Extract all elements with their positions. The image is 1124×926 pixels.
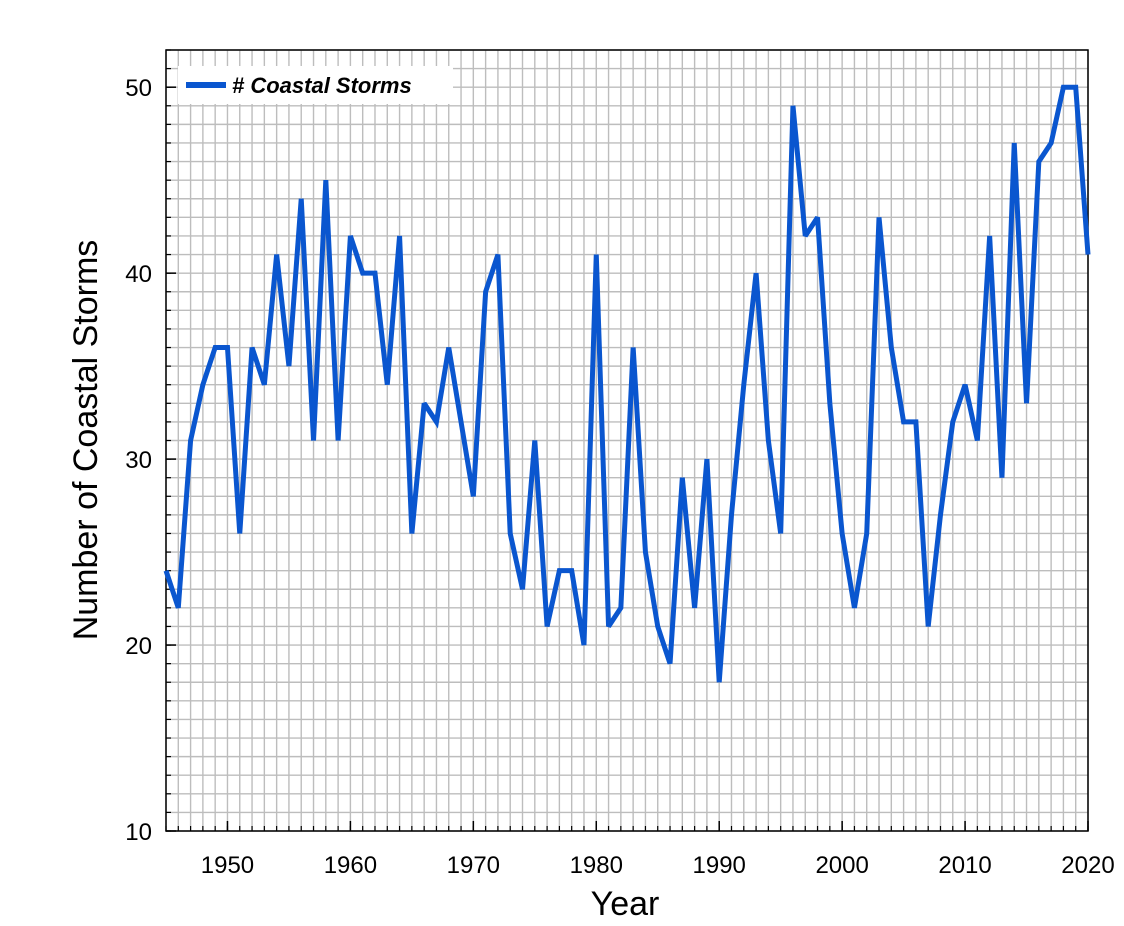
x-tick-label: 1970 [447, 852, 500, 879]
data-point [680, 476, 684, 480]
series-line [163, 84, 1091, 683]
legend: # Coastal Storms [178, 66, 453, 104]
x-tick-label: 1960 [324, 852, 377, 879]
data-point [828, 401, 832, 405]
data-point [213, 346, 217, 350]
data-point [201, 383, 205, 387]
data-point [766, 439, 770, 443]
data-point [840, 531, 844, 535]
data-point [262, 383, 266, 387]
data-point [324, 178, 328, 182]
y-axis-title: Number of Coastal Storms [67, 240, 105, 641]
data-point [926, 624, 930, 628]
data-point [963, 383, 967, 387]
data-point [951, 420, 955, 424]
x-tick-label: 1990 [693, 852, 746, 879]
y-tick-label: 40 [125, 261, 152, 288]
data-point [975, 439, 979, 443]
data-point [791, 104, 795, 108]
data-point [570, 569, 574, 573]
data-point [348, 234, 352, 238]
data-point [877, 215, 881, 219]
x-tick-label: 2000 [815, 852, 868, 879]
data-point [484, 290, 488, 294]
data-point [225, 346, 229, 350]
data-point [1000, 476, 1004, 480]
data-point [521, 587, 525, 591]
data-point [1037, 160, 1041, 164]
x-tick-label: 2010 [938, 852, 991, 879]
data-point [1025, 401, 1029, 405]
data-point [902, 420, 906, 424]
data-point [693, 606, 697, 610]
data-point [410, 531, 414, 535]
data-point [398, 234, 402, 238]
data-point [594, 253, 598, 257]
data-point [1074, 85, 1078, 89]
data-point [361, 271, 365, 275]
y-tick-label: 30 [125, 447, 152, 474]
data-point [668, 662, 672, 666]
data-point [1049, 141, 1053, 145]
tick-labels: 1950 1960 1970 1980 1990 2000 2010 2020 10 20 30 40… [125, 75, 1114, 879]
data-point [250, 346, 254, 350]
data-point [533, 439, 537, 443]
data-point [852, 606, 856, 610]
y-tick-label: 50 [125, 75, 152, 102]
data-point [742, 383, 746, 387]
x-tick-label: 1950 [201, 852, 254, 879]
y-tick-label: 10 [125, 819, 152, 846]
data-point [729, 513, 733, 517]
data-point [988, 234, 992, 238]
data-point [312, 439, 316, 443]
data-point [816, 215, 820, 219]
data-point [938, 513, 942, 517]
tick-marks [165, 49, 1089, 832]
legend-label: # Coastal Storms [232, 73, 412, 98]
y-tick-label: 20 [125, 633, 152, 660]
x-tick-label: 1980 [570, 852, 623, 879]
data-point [422, 401, 426, 405]
data-point [889, 346, 893, 350]
data-point [631, 346, 635, 350]
data-point [705, 457, 709, 461]
data-point [164, 569, 168, 573]
x-axis-title: Year [591, 885, 660, 923]
data-point [643, 550, 647, 554]
data-point [779, 531, 783, 535]
data-point [176, 606, 180, 610]
data-point [336, 439, 340, 443]
data-point [607, 624, 611, 628]
data-point [496, 253, 500, 257]
data-point [865, 531, 869, 535]
data-point [385, 383, 389, 387]
data-point [619, 606, 623, 610]
data-point [459, 420, 463, 424]
data-point [434, 420, 438, 424]
data-point [189, 439, 193, 443]
data-point [545, 624, 549, 628]
data-point [471, 494, 475, 498]
data-point [238, 531, 242, 535]
data-point [803, 234, 807, 238]
data-point [447, 346, 451, 350]
data-point [557, 569, 561, 573]
data-point [373, 271, 377, 275]
data-point [287, 364, 291, 368]
data-point [914, 420, 918, 424]
data-point [754, 271, 758, 275]
x-tick-label: 2020 [1061, 852, 1114, 879]
data-point [1012, 141, 1016, 145]
data-point [717, 680, 721, 684]
data-point [656, 624, 660, 628]
series-layer [163, 84, 1091, 684]
data-point [275, 253, 279, 257]
data-point [582, 643, 586, 647]
data-point [299, 197, 303, 201]
data-point [1061, 85, 1065, 89]
data-point [508, 531, 512, 535]
data-point [1086, 253, 1090, 257]
